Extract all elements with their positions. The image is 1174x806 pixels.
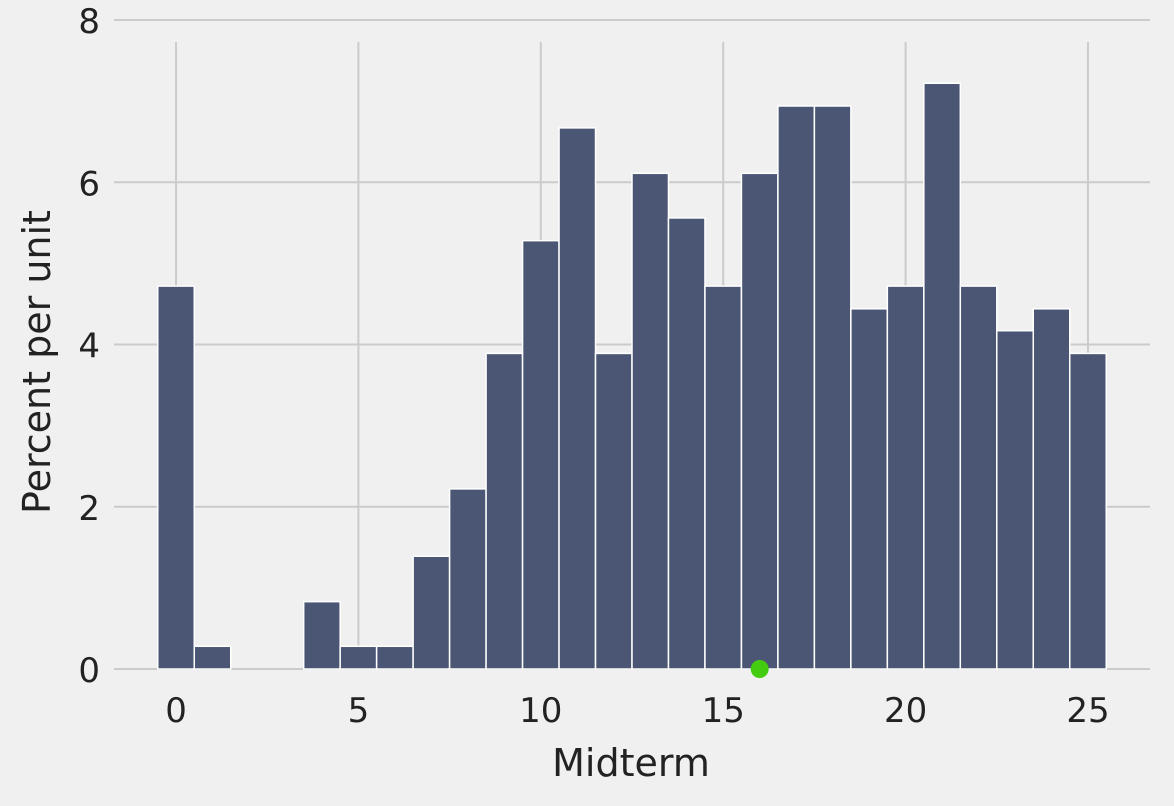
x-axis-label: Midterm — [552, 741, 710, 785]
x-tick-labels: 0 5 10 15 20 25 — [165, 691, 1109, 731]
x-tick-label: 10 — [519, 691, 562, 731]
histogram-bar — [193, 645, 232, 670]
marker-point — [750, 660, 769, 678]
histogram-bar — [631, 172, 670, 670]
histogram-bar — [412, 555, 451, 670]
histogram-bar — [667, 217, 706, 670]
x-tick-label: 25 — [1066, 691, 1109, 731]
y-tick-label: 0 — [78, 651, 100, 691]
bars — [157, 82, 1107, 670]
histogram-bar — [157, 285, 196, 670]
histogram-bar — [302, 600, 341, 670]
histogram-bar — [959, 285, 998, 670]
y-tick-label: 6 — [78, 164, 100, 204]
histogram-bar — [558, 127, 597, 670]
histogram-bar — [1032, 308, 1071, 670]
x-tick-label: 0 — [165, 691, 187, 731]
y-tick-labels: 0 2 4 6 8 — [78, 2, 100, 691]
markers — [750, 660, 769, 678]
histogram-bar — [996, 329, 1035, 670]
histogram-bar — [777, 105, 816, 670]
y-axis-label: Percent per unit — [15, 210, 59, 514]
histogram-bar — [740, 172, 779, 670]
y-tick-label: 8 — [78, 2, 100, 42]
x-tick-label: 15 — [702, 691, 745, 731]
histogram-bar — [448, 488, 487, 670]
y-tick-label: 2 — [78, 489, 100, 529]
x-tick-label: 5 — [348, 691, 370, 731]
histogram-bar — [923, 82, 962, 670]
histogram-bar — [594, 352, 633, 670]
histogram-bar — [850, 308, 889, 670]
histogram-bar — [704, 285, 743, 670]
y-tick-label: 4 — [78, 327, 100, 367]
histogram-bar — [886, 285, 925, 670]
x-tick-label: 20 — [884, 691, 927, 731]
histogram-bar — [485, 352, 524, 670]
histogram-bar — [375, 645, 414, 670]
histogram-bar — [521, 239, 560, 670]
histogram-bar — [1068, 352, 1107, 670]
histogram-bar — [813, 105, 852, 670]
histogram-bar — [339, 645, 378, 670]
